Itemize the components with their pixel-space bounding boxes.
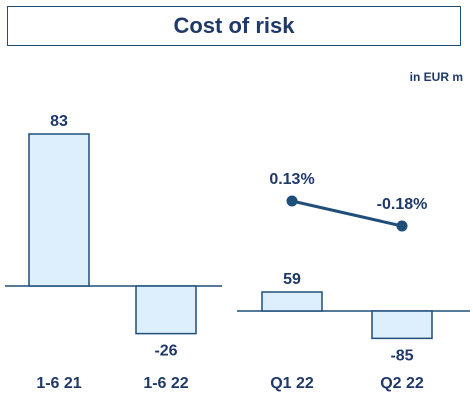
value-label: -85 bbox=[390, 347, 413, 364]
ratio-label: -0.18% bbox=[377, 196, 428, 213]
category-label: Q1 22 bbox=[270, 375, 314, 392]
bar-1-6-22 bbox=[135, 285, 197, 335]
ratio-label: 0.13% bbox=[269, 171, 314, 188]
value-label: 83 bbox=[50, 113, 68, 130]
unit-label: in EUR m bbox=[409, 70, 463, 84]
bar-1-6-21 bbox=[28, 133, 90, 287]
category-label: 1-6 22 bbox=[143, 375, 188, 392]
bar-Q2-22 bbox=[371, 310, 433, 340]
category-label: Q2 22 bbox=[380, 375, 424, 392]
ratio-point bbox=[286, 195, 298, 207]
ratio-line bbox=[291, 199, 403, 228]
chart-title-box: Cost of risk bbox=[7, 6, 461, 46]
chart-title: Cost of risk bbox=[173, 13, 295, 38]
value-label: -26 bbox=[154, 343, 177, 360]
ratio-point bbox=[396, 220, 408, 232]
value-label: 59 bbox=[283, 271, 301, 288]
category-label: 1-6 21 bbox=[36, 375, 81, 392]
bar-Q1-22 bbox=[261, 291, 323, 312]
